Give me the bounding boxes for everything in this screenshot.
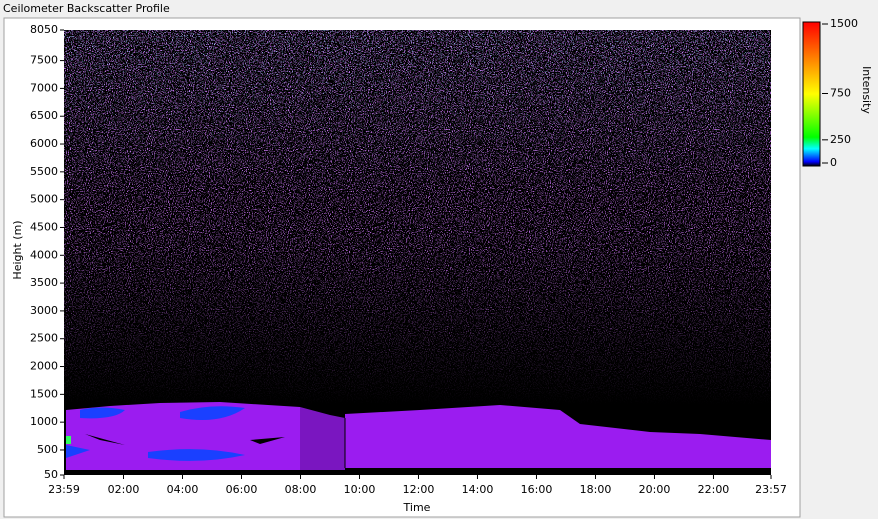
chart-title: Ceilometer Backscatter Profile <box>3 2 170 15</box>
x-tick-label: 14:00 <box>462 483 494 496</box>
colorbar <box>802 21 821 167</box>
x-tick-label: 20:00 <box>639 483 671 496</box>
y-tick-label: 6500 <box>30 109 58 122</box>
y-tick-label: 50 <box>44 468 58 481</box>
y-axis-label: Height (m) <box>11 220 24 279</box>
colorbar-label: Intensity <box>860 66 873 114</box>
x-tick-label: 12:00 <box>403 483 435 496</box>
colorbar-tick-label: 750 <box>830 87 851 100</box>
speckle-blue <box>64 30 771 405</box>
blob <box>66 436 71 444</box>
y-tick-label: 3000 <box>30 304 58 317</box>
blob <box>66 406 245 461</box>
x-axis-label: Time <box>403 501 431 514</box>
y-tick-label: 1000 <box>30 415 58 428</box>
y-tick-label: 1500 <box>30 387 58 400</box>
layer <box>345 405 771 468</box>
y-tick-label: 7500 <box>30 54 58 67</box>
y-tick-label: 500 <box>37 443 58 456</box>
y-tick-label: 4000 <box>30 248 58 261</box>
x-tick-label: 18:00 <box>580 483 612 496</box>
y-tick-label: 4500 <box>30 220 58 233</box>
x-tick-label: 23:59 <box>48 483 80 496</box>
x-tick-label: 06:00 <box>226 483 258 496</box>
y-tick-label: 5500 <box>30 165 58 178</box>
y-tick-label: 5000 <box>30 193 58 206</box>
y-tick-label: 3500 <box>30 276 58 289</box>
x-tick-label: 23:57 <box>755 483 787 496</box>
y-tick-label: 7000 <box>30 81 58 94</box>
y-tick-label: 6000 <box>30 137 58 150</box>
x-tick-label: 04:00 <box>167 483 199 496</box>
x-tick-label: 10:00 <box>344 483 376 496</box>
y-tick-label: 2000 <box>30 360 58 373</box>
x-tick-label: 02:00 <box>108 483 140 496</box>
x-tick-label: 16:00 <box>521 483 553 496</box>
x-tick-label: 08:00 <box>285 483 317 496</box>
layer <box>66 402 300 470</box>
y-tick-label: 2500 <box>30 332 58 345</box>
colorbar-tick-label: 250 <box>830 133 851 146</box>
colorbar-tick-label: 0 <box>830 156 837 169</box>
layer <box>300 407 345 470</box>
x-tick-label: 22:00 <box>698 483 730 496</box>
colorbar-tick-label: 1500 <box>830 17 858 30</box>
y-tick-label: 8050 <box>30 23 58 36</box>
